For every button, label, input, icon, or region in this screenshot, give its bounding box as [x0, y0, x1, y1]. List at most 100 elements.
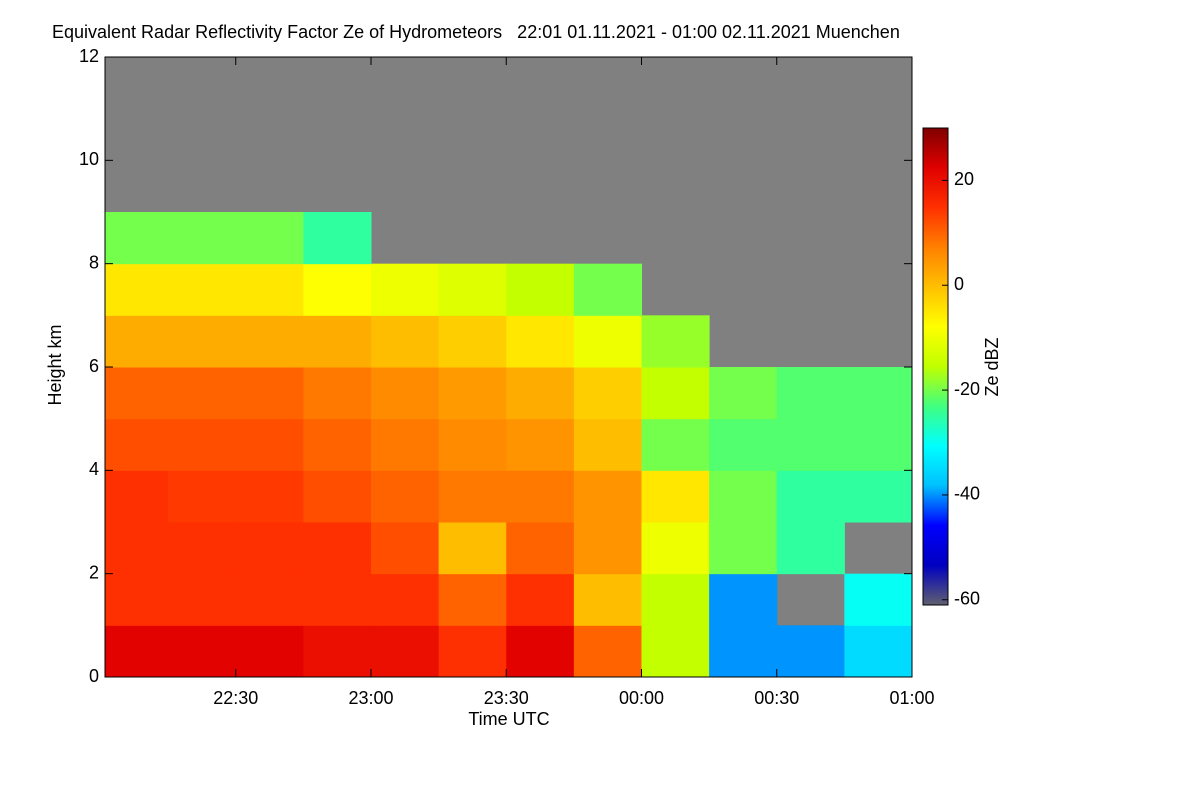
- x-axis-label: Time UTC: [468, 709, 549, 729]
- heatmap-cell: [105, 315, 169, 368]
- heatmap-cell: [370, 470, 440, 523]
- heatmap-cell: [438, 625, 507, 678]
- heatmap-cell: [370, 263, 440, 316]
- heatmap-cell: [235, 315, 304, 368]
- heatmap-cell: [303, 263, 372, 316]
- heatmap-cell: [776, 418, 845, 471]
- heatmap-cell: [776, 522, 845, 575]
- heatmap-cell: [506, 625, 575, 678]
- heatmap-cell: [641, 522, 710, 575]
- heatmap-cell: [168, 263, 237, 316]
- heatmap-cell: [105, 470, 169, 523]
- x-tick-label: 22:30: [213, 688, 258, 708]
- heatmap-cell: [303, 315, 372, 368]
- heatmap-cell: [168, 367, 237, 420]
- heatmap-cell: [573, 470, 642, 523]
- heatmap-cell: [105, 367, 169, 420]
- heatmap-cell: [573, 522, 642, 575]
- heatmap-cell: [506, 263, 575, 316]
- heatmap-cell: [844, 367, 913, 420]
- heatmap-cell: [105, 418, 169, 471]
- heatmap-cell: [438, 418, 507, 471]
- heatmap-cell: [506, 522, 575, 575]
- heatmap-cell: [844, 573, 913, 626]
- heatmap-cell: [168, 418, 237, 471]
- heatmap-cell: [168, 625, 237, 678]
- y-tick-label: 2: [89, 562, 99, 582]
- heatmap-cell: [303, 522, 372, 575]
- colorbar-label: Ze dBZ: [982, 337, 1002, 396]
- colorbar: [922, 127, 949, 606]
- heatmap-cell: [235, 522, 304, 575]
- heatmap-cell: [709, 470, 778, 523]
- chart-title: Equivalent Radar Reflectivity Factor Ze …: [52, 22, 900, 42]
- heatmap-cell: [370, 522, 440, 575]
- heatmap-cell: [776, 470, 845, 523]
- heatmap-cell: [776, 625, 845, 678]
- heatmap-cell: [641, 470, 710, 523]
- y-axis-label: Height km: [45, 324, 65, 405]
- heatmap-cell: [303, 367, 372, 420]
- y-tick-label: 12: [79, 46, 99, 66]
- heatmap-cell: [168, 470, 237, 523]
- heatmap-cell: [168, 522, 237, 575]
- heatmap-cell: [573, 625, 642, 678]
- colorbar-tick-label: -40: [954, 484, 980, 504]
- heatmap-cell: [235, 367, 304, 420]
- heatmap-cell: [506, 470, 575, 523]
- colorbar-tick-label: 0: [954, 274, 964, 294]
- heatmap-cell: [709, 418, 778, 471]
- heatmap-cell: [776, 367, 845, 420]
- heatmap-cell: [573, 573, 642, 626]
- heatmap-cell: [506, 418, 575, 471]
- colorbar-tick-label: -20: [954, 379, 980, 399]
- heatmap-cell: [168, 573, 237, 626]
- heatmap-cell: [573, 367, 642, 420]
- x-tick-label: 00:00: [619, 688, 664, 708]
- heatmap-cell: [709, 625, 778, 678]
- heatmap-cell: [168, 315, 237, 368]
- heatmap-cell: [573, 263, 642, 316]
- heatmap-cell: [235, 470, 304, 523]
- heatmap-cell: [438, 367, 507, 420]
- heatmap-cell: [438, 263, 507, 316]
- x-tick-label: 23:00: [348, 688, 393, 708]
- heatmap-cell: [641, 315, 710, 368]
- heatmap-cell: [844, 470, 913, 523]
- heatmap-cell: [105, 625, 169, 678]
- heatmap-cell: [235, 573, 304, 626]
- heatmap-cell: [438, 573, 507, 626]
- heatmap-cell: [303, 625, 372, 678]
- heatmap-cell: [506, 367, 575, 420]
- heatmap-cell: [641, 573, 710, 626]
- heatmap-cell: [235, 263, 304, 316]
- y-tick-label: 8: [89, 252, 99, 272]
- heatmap-cell: [438, 522, 507, 575]
- heatmap-cell: [573, 315, 642, 368]
- heatmap-cell: [844, 418, 913, 471]
- heatmap-cell: [303, 470, 372, 523]
- heatmap-cell: [105, 263, 169, 316]
- heatmap-cell: [573, 418, 642, 471]
- x-tick-label: 00:30: [754, 688, 799, 708]
- heatmap-cell: [709, 367, 778, 420]
- heatmap-cell: [303, 212, 372, 265]
- heatmap-cell: [641, 625, 710, 678]
- x-tick-label: 23:30: [484, 688, 529, 708]
- heatmap-cell: [641, 367, 710, 420]
- heatmap-cell: [235, 418, 304, 471]
- heatmap-cell: [105, 522, 169, 575]
- heatmap-cell: [235, 625, 304, 678]
- heatmap-cell: [506, 573, 575, 626]
- heatmap-cell: [303, 573, 372, 626]
- heatmap-cell: [303, 418, 372, 471]
- heatmap-cell: [168, 212, 237, 265]
- heatmap-cell: [370, 625, 440, 678]
- heatmap-cell: [709, 573, 778, 626]
- heatmap-cell: [844, 625, 913, 678]
- heatmap-cell: [641, 418, 710, 471]
- heatmap-cell: [438, 470, 507, 523]
- heatmap-cell: [370, 573, 440, 626]
- heatmap-cell: [370, 367, 440, 420]
